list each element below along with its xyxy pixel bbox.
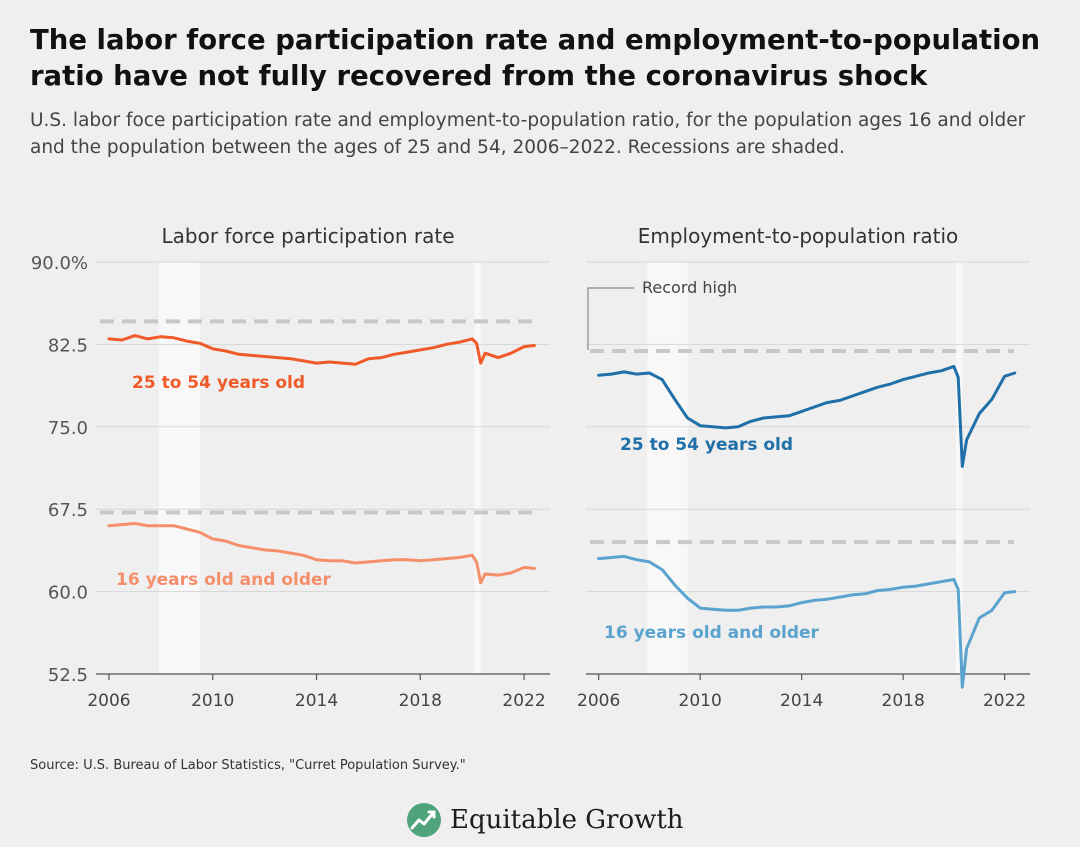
y-tick-label-3: 67.5 [48,500,88,521]
x-tick-label-1: 2010 [679,691,722,711]
x-tick-labels: 2006 2010 2014 2018 2022 [577,674,1026,711]
series-label-epop-prime: 25 to 54 years old [620,435,793,455]
y-tick-label-0: 90.0% [31,253,88,274]
y-tick-label-4: 60.0 [48,583,88,604]
recession-band-1 [955,262,963,674]
series-label-lfpr-prime: 25 to 54 years old [132,373,305,393]
x-tick-label-1: 2010 [191,691,234,711]
panel-title-lfpr: Labor force participation rate [162,224,455,248]
panel-title-epop: Employment-to-population ratio [638,224,959,248]
x-tick-label-0: 2006 [577,691,620,711]
series-line-1 [597,554,1017,689]
reference-lines [590,348,1014,545]
series-lines [107,334,536,585]
y-tick-label-1: 82.5 [48,335,88,356]
y-tick-label-5: 52.5 [48,665,88,686]
y-tick-label-2: 75.0 [48,418,88,439]
series-label-epop-all: 16 years old and older [604,623,820,643]
series-line-1 [107,522,536,585]
chart-subtitle: U.S. labor foce participation rate and e… [30,110,1026,158]
x-tick-label-3: 2018 [882,691,925,711]
panel-employment-to-population: 2006 2010 2014 2018 2022 Employment-to-popul… [577,224,1030,711]
x-tick-label-3: 2018 [399,691,442,711]
recession-shading [158,262,481,674]
x-tick-label-2: 2014 [780,691,823,711]
panel-labor-force-participation: 90.0%82.575.067.560.052.5 2006 2010 2014 20… [31,224,550,711]
series-lines [597,364,1017,689]
recession-band-0 [158,262,200,674]
y-tick-labels: 90.0% 82.5 75.0 67.5 60.0 52.5 [31,253,88,686]
x-tick-labels: 2006 2010 2014 2018 2022 [87,674,546,711]
x-tick-label-2: 2014 [295,691,338,711]
reference-lines [100,319,534,515]
recession-band-0 [647,262,688,674]
x-tick-label-4: 2022 [502,691,545,711]
y-gridlines [96,261,550,675]
brand-logo: Equitable Growth [406,800,684,840]
series-label-lfpr-all: 16 years old and older [116,570,332,590]
chart-title: The labor force participation rate and e… [30,24,1041,92]
source-note: Source: U.S. Bureau of Labor Statistics,… [30,758,466,773]
series-line-0 [107,334,536,366]
series-line-0 [597,364,1017,468]
growth-leaf-icon [407,803,441,837]
chart-canvas: 90.0%82.575.067.560.052.5 2006 2010 2014 20… [31,224,1030,711]
x-tick-label-4: 2022 [983,691,1026,711]
brand-name: Equitable Growth [450,805,684,835]
x-tick-label-0: 2006 [87,691,130,711]
y-gridlines [586,261,1030,675]
recession-band-1 [474,262,481,674]
recession-shading [647,262,963,674]
record-high-leader-line [587,287,634,350]
record-high-annotation: Record high [642,278,737,297]
